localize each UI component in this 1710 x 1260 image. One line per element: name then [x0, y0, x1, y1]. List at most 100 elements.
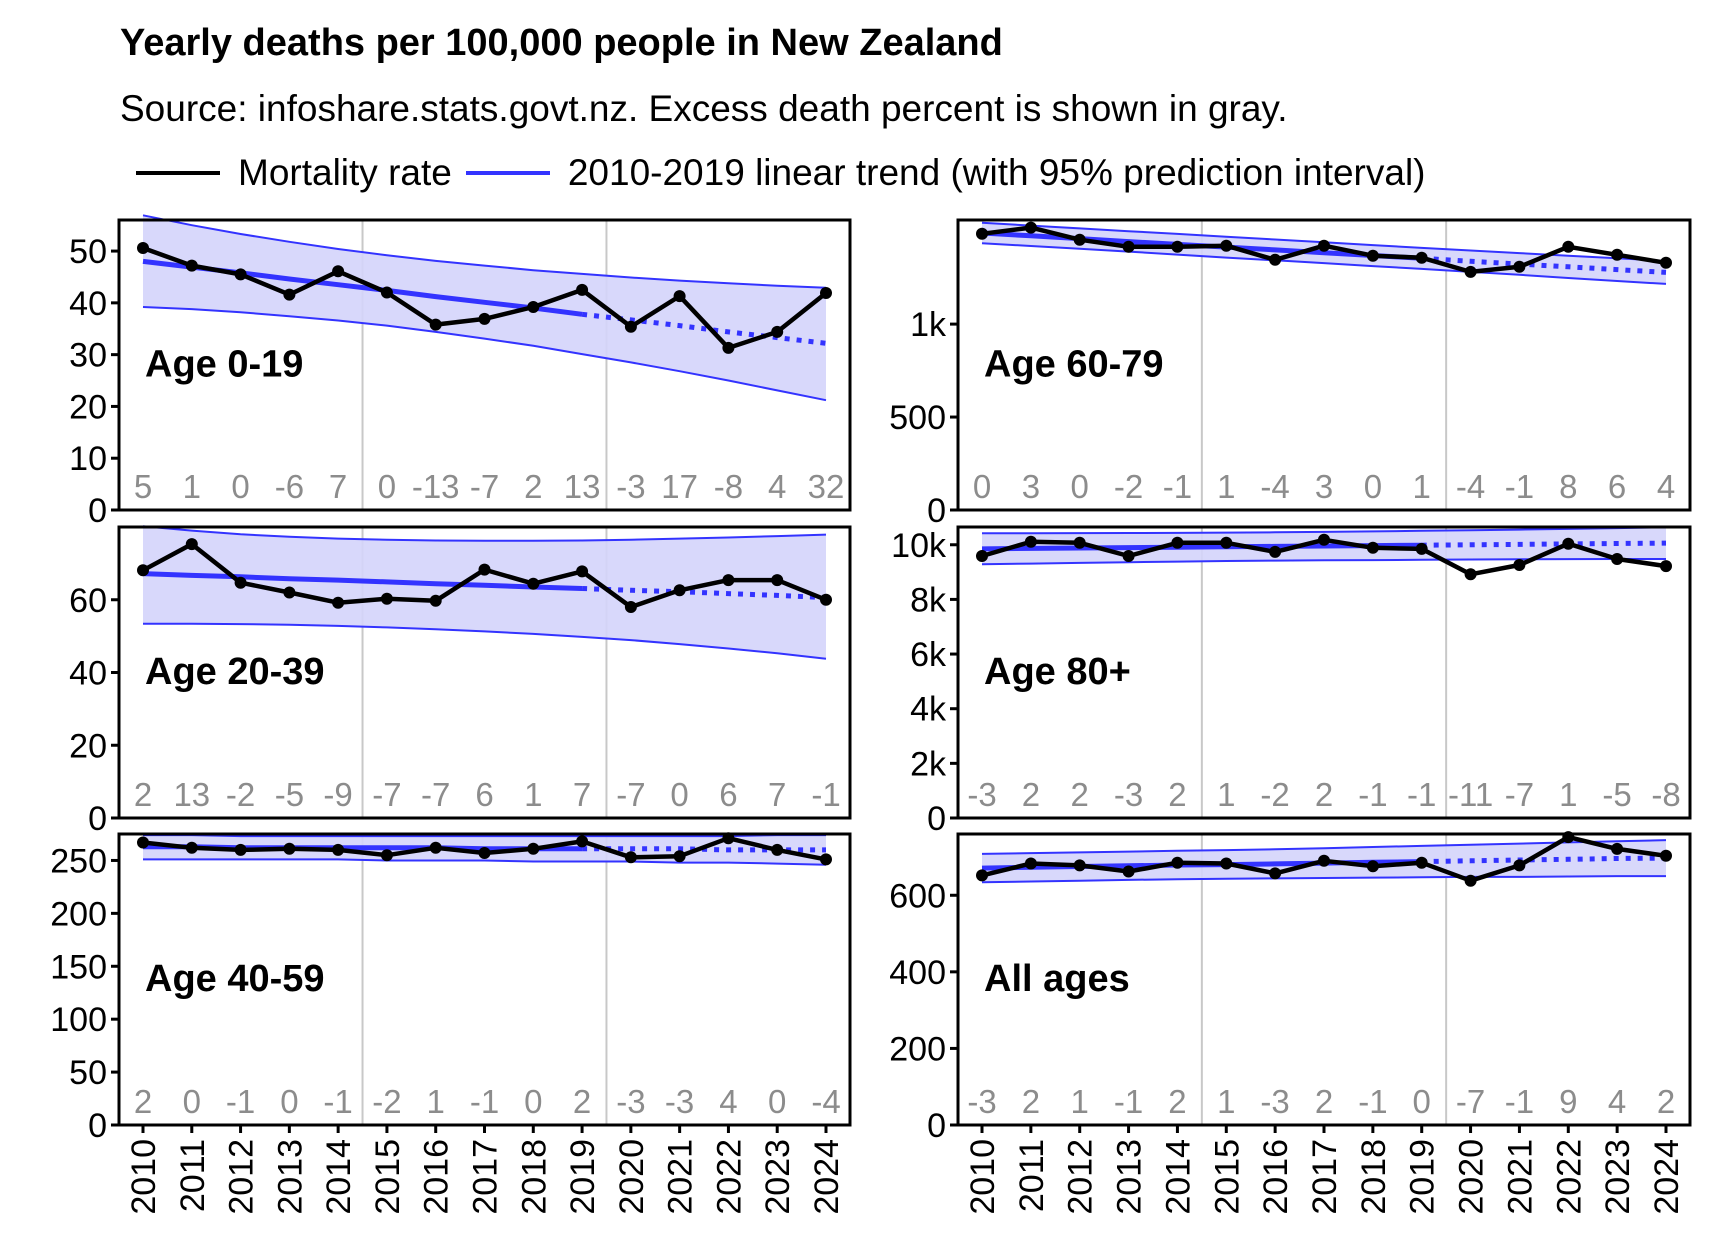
- panel-frame: [956, 218, 1692, 512]
- mortality-point-2017: [478, 563, 491, 576]
- y-tick-label: 20: [69, 727, 107, 765]
- mortality-point-2013: [1122, 550, 1135, 562]
- mortality-point-2020: [1464, 874, 1477, 887]
- panel-background: [119, 834, 850, 1125]
- mortality-point-2010: [976, 227, 988, 240]
- mortality-point-2010: [137, 242, 149, 254]
- excess-percent-label-2010: 2: [134, 776, 152, 813]
- excess-percent-label-2021: -7: [1505, 776, 1534, 813]
- mortality-point-2011: [1024, 535, 1037, 548]
- y-tick-label: 40: [69, 655, 107, 693]
- x-tick-label-2014: 2014: [1159, 1139, 1197, 1215]
- excess-percent-label-2022: 8: [1559, 468, 1577, 505]
- excess-percent-label-2012: 0: [1071, 468, 1089, 505]
- excess-percent-label-2018: 0: [1364, 468, 1382, 505]
- excess-percent-label-2017: -7: [470, 468, 499, 505]
- excess-percent-label-2018: -1: [1358, 1083, 1387, 1120]
- mortality-point-2020: [1464, 265, 1477, 278]
- excess-percent-label-2010: -3: [967, 776, 996, 813]
- prediction-interval-lower: [981, 242, 1667, 285]
- legend-swatch-mortality: [136, 171, 220, 175]
- mortality-point-2017: [1318, 854, 1330, 867]
- mortality-point-2010: [137, 836, 149, 849]
- mortality-point-2015: [380, 592, 393, 605]
- mortality-point-2015: [1220, 857, 1233, 870]
- mortality-point-2019: [1415, 251, 1428, 264]
- excess-percent-label-2018: -1: [1358, 776, 1387, 813]
- mortality-point-2024: [820, 287, 832, 299]
- prediction-interval-lower: [981, 875, 1666, 884]
- excess-percent-label-2015: -2: [372, 1083, 401, 1120]
- excess-percent-label-2015: 1: [1217, 776, 1235, 813]
- mortality-point-2019: [1415, 856, 1428, 869]
- excess-percent-label-2014: 7: [329, 468, 347, 505]
- trend-line-fitted: [142, 571, 583, 591]
- excess-percent-label-2024: -4: [811, 1083, 840, 1120]
- y-tick-label: 150: [50, 948, 107, 986]
- excess-percent-label-2021: -1: [1505, 468, 1534, 505]
- mortality-point-2018: [527, 301, 540, 313]
- excess-percent-label-2023: -5: [1602, 776, 1631, 813]
- excess-percent-label-2010: -3: [967, 1083, 996, 1120]
- excess-percent-label-2017: -1: [470, 1083, 499, 1120]
- prediction-interval-upper: [142, 214, 827, 289]
- mortality-point-2018: [1366, 860, 1379, 873]
- y-tick-label: 40: [69, 285, 107, 323]
- x-tick-label-2013: 2013: [1111, 1139, 1149, 1215]
- excess-percent-label-2023: 4: [1608, 1083, 1626, 1120]
- mortality-point-2021: [1513, 559, 1526, 571]
- mortality-point-2012: [1073, 233, 1086, 246]
- excess-percent-label-2017: 2: [1315, 1083, 1333, 1120]
- mortality-point-2018: [527, 577, 540, 590]
- mortality-point-2018: [1366, 249, 1379, 262]
- excess-percent-label-2016: -4: [1260, 468, 1289, 505]
- mortality-point-2019: [576, 835, 589, 848]
- excess-percent-label-2011: 2: [1022, 776, 1040, 813]
- excess-percent-label-2023: 0: [768, 1083, 786, 1120]
- mortality-point-2024: [1660, 560, 1672, 573]
- panel-background: [958, 834, 1690, 1125]
- mortality-point-2016: [429, 318, 442, 331]
- excess-percent-label-2019: 7: [573, 776, 591, 813]
- excess-percent-label-2018: 1: [524, 776, 542, 813]
- y-tick-label: 400: [889, 954, 946, 992]
- mortality-point-2022: [722, 341, 735, 354]
- mortality-point-2022: [722, 574, 735, 587]
- excess-percent-label-2014: -9: [323, 776, 352, 813]
- x-tick-label-2011: 2011: [174, 1139, 212, 1212]
- x-tick-label-2018: 2018: [515, 1139, 553, 1215]
- excess-percent-label-2015: 1: [1217, 1083, 1235, 1120]
- mortality-point-2023: [771, 574, 784, 587]
- x-tick-label-2015: 2015: [369, 1139, 407, 1215]
- excess-percent-label-2012: 2: [1071, 776, 1089, 813]
- x-tick-label-2021: 2021: [662, 1139, 700, 1215]
- mortality-point-2020: [624, 851, 637, 864]
- panel-frame: [117, 218, 852, 512]
- mortality-point-2016: [1269, 253, 1282, 266]
- excess-percent-label-2019: 2: [573, 1083, 591, 1120]
- x-tick-label-2011: 2011: [1013, 1139, 1051, 1212]
- excess-percent-label-2015: -7: [372, 776, 401, 813]
- x-tick-label-2019: 2019: [1404, 1139, 1442, 1215]
- excess-percent-label-2017: 3: [1315, 468, 1333, 505]
- mortality-point-2021: [673, 584, 686, 597]
- y-tick-label: 0: [88, 800, 107, 838]
- excess-percent-label-2014: 2: [1168, 776, 1186, 813]
- mortality-point-2015: [1220, 536, 1233, 549]
- mortality-point-2021: [673, 850, 686, 863]
- y-tick-label: 30: [69, 337, 107, 375]
- x-tick-label-2020: 2020: [1453, 1139, 1491, 1215]
- excess-percent-label-2021: 0: [670, 776, 688, 813]
- y-tick-label: 4k: [910, 691, 947, 729]
- excess-percent-label-2013: -2: [1114, 468, 1143, 505]
- trend-line-projected: [582, 586, 827, 601]
- y-tick-label: 6k: [910, 636, 947, 674]
- y-tick-label: 60: [69, 582, 107, 620]
- excess-percent-label-2012: -2: [226, 776, 255, 813]
- x-tick-label-2012: 2012: [1062, 1139, 1100, 1215]
- panel-frame: [956, 525, 1692, 820]
- excess-percent-label-2022: 1: [1559, 776, 1577, 813]
- mortality-point-2022: [1562, 240, 1575, 253]
